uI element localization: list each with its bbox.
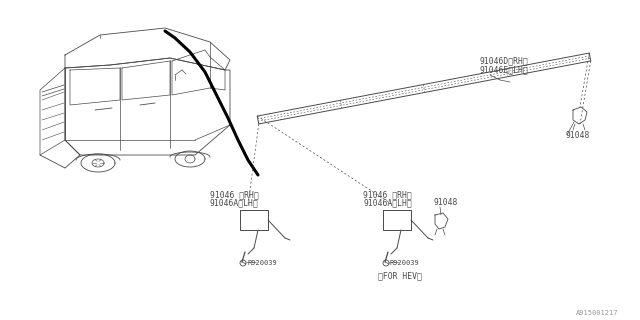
Text: 91046D〈RH〉: 91046D〈RH〉	[480, 56, 529, 65]
Text: 91048: 91048	[433, 198, 458, 207]
Text: R920039: R920039	[390, 260, 420, 266]
Text: 91046E〈LH〉: 91046E〈LH〉	[480, 65, 529, 74]
Text: 91048: 91048	[565, 131, 589, 140]
Text: A915001217: A915001217	[575, 310, 618, 316]
Text: 〈FOR HEV〉: 〈FOR HEV〉	[378, 271, 422, 280]
Text: 91046 〈RH〉: 91046 〈RH〉	[210, 190, 259, 199]
Text: 91046A〈LH〉: 91046A〈LH〉	[210, 198, 259, 207]
Text: 91046A〈LH〉: 91046A〈LH〉	[363, 198, 412, 207]
Text: R920039: R920039	[247, 260, 276, 266]
Text: 91046 〈RH〉: 91046 〈RH〉	[363, 190, 412, 199]
